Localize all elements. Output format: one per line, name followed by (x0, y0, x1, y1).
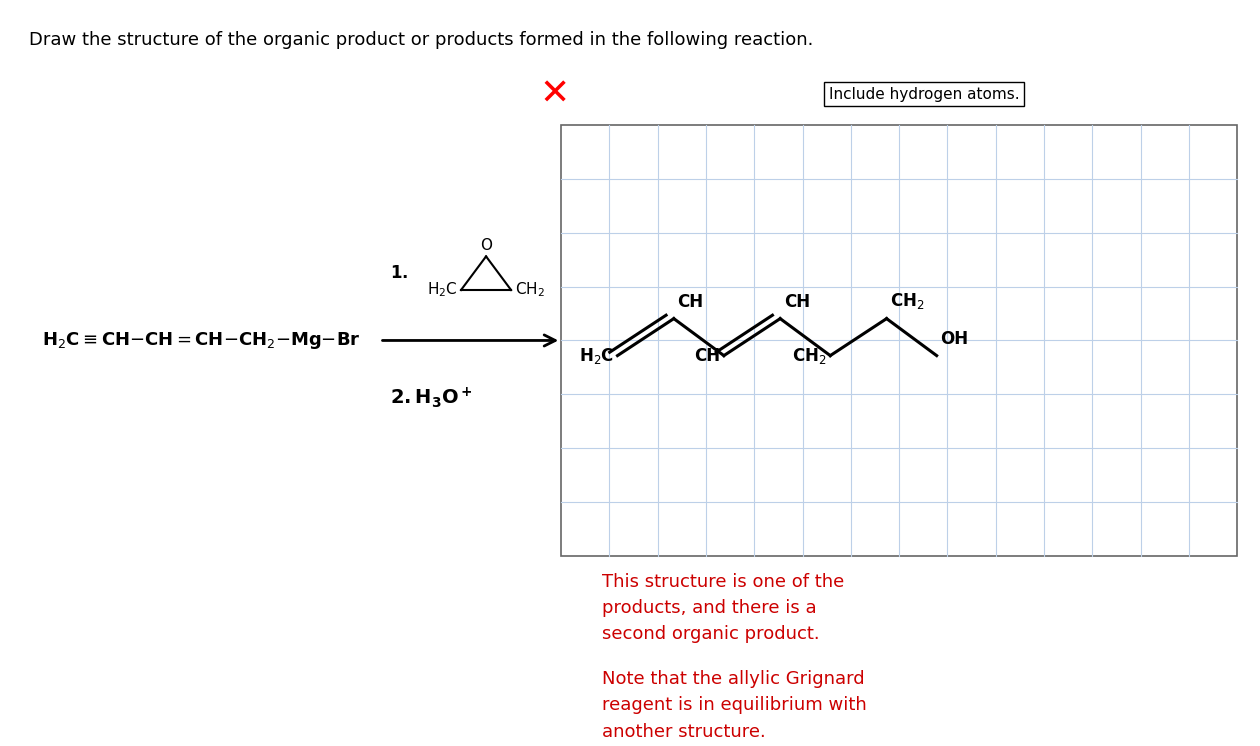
Text: ✕: ✕ (539, 78, 570, 112)
Text: H$_2$C: H$_2$C (427, 280, 457, 299)
Text: H$_2$C$\equiv$CH$-$CH$=$CH$-$CH$_2$$-$Mg$-$Br: H$_2$C$\equiv$CH$-$CH$=$CH$-$CH$_2$$-$Mg… (42, 330, 360, 351)
Bar (561, 125, 1237, 556)
Text: $\mathbf{1.}$: $\mathbf{1.}$ (389, 264, 408, 282)
Text: This structure is one of the
products, and there is a
second organic product.: This structure is one of the products, a… (602, 572, 844, 643)
Text: H$_2$C: H$_2$C (578, 345, 614, 366)
Text: Include hydrogen atoms.: Include hydrogen atoms. (829, 87, 1019, 101)
Text: CH: CH (784, 292, 810, 310)
Text: Draw the structure of the organic product or products formed in the following re: Draw the structure of the organic produc… (29, 31, 814, 49)
Text: CH: CH (694, 347, 721, 365)
Text: CH$_2$: CH$_2$ (793, 345, 827, 366)
Text: CH$_2$: CH$_2$ (891, 290, 925, 310)
Text: CH: CH (678, 292, 703, 310)
Text: CH$_2$: CH$_2$ (515, 280, 544, 299)
Text: O: O (480, 238, 493, 253)
Text: OH: OH (940, 330, 969, 348)
Text: Note that the allylic Grignard
reagent is in equilibrium with
another structure.: Note that the allylic Grignard reagent i… (602, 670, 867, 741)
Text: $\mathbf{2.H_3O^+}$: $\mathbf{2.H_3O^+}$ (389, 386, 472, 410)
